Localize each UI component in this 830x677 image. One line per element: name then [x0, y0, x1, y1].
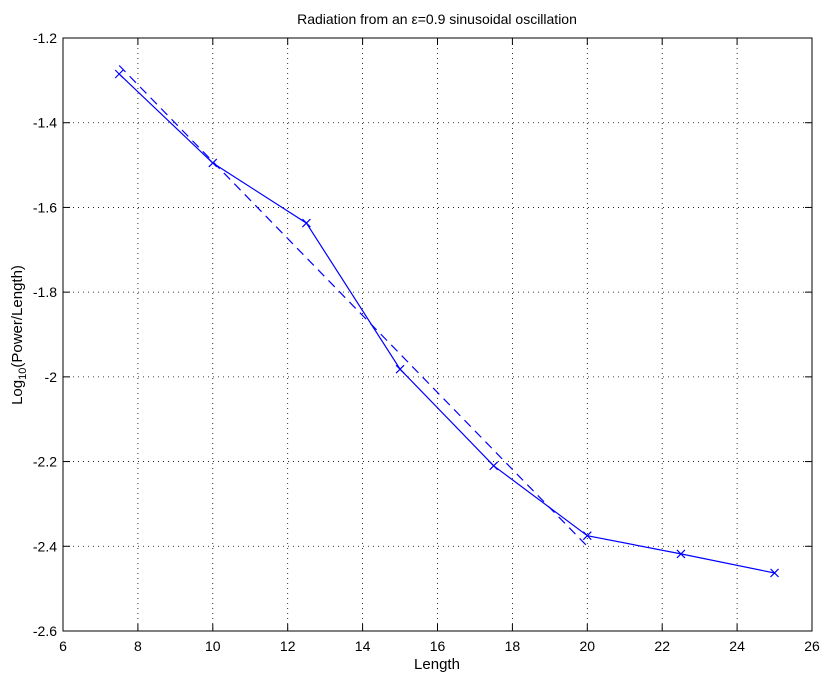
- data-point-marker: [302, 218, 311, 228]
- marker-stroke: [114, 69, 124, 79]
- y-tick-label: -1.4: [33, 115, 57, 131]
- data-point-marker: [114, 69, 124, 79]
- y-axis-title-suffix: (Power/Length): [9, 265, 26, 368]
- series-line: [118, 73, 775, 574]
- x-tick-label: 16: [430, 638, 446, 654]
- data-point-marker: [489, 461, 499, 471]
- y-tick-label: -2.4: [33, 538, 57, 554]
- marker-stroke: [582, 531, 592, 541]
- x-tick-label: 18: [505, 638, 521, 654]
- x-tick-label: 22: [654, 638, 670, 654]
- y-tick-label: -1.6: [33, 199, 57, 215]
- data-point-marker: [395, 364, 405, 374]
- x-tick-label: 6: [59, 638, 67, 654]
- y-axis-title: Log10(Power/Length): [9, 265, 29, 405]
- x-axis-title: Length: [414, 656, 460, 673]
- y-tick-label: -1.8: [33, 284, 57, 300]
- data-point-marker: [582, 531, 592, 541]
- marker-stroke: [676, 549, 686, 559]
- ticks: 6 8 10 12 14 16 18 20 22 24 26 -2.6 -2.4 -2.2 -2 -1.8 -1…: [33, 30, 820, 654]
- data-point-marker: [676, 549, 686, 559]
- y-tick-label: -1.2: [33, 30, 57, 46]
- y-axis-title-subscript: 10: [17, 368, 29, 380]
- x-tick-label: 14: [355, 638, 371, 654]
- x-tick-label: 26: [804, 638, 820, 654]
- x-tick-label: 12: [280, 638, 296, 654]
- data-point-marker: [208, 158, 218, 168]
- fit-line-dashed: [118, 65, 588, 547]
- x-tick-label: 10: [205, 638, 221, 654]
- marker-stroke: [302, 218, 311, 228]
- marker-stroke: [489, 461, 499, 471]
- series-layer: [114, 65, 779, 578]
- y-tick-label: -2.2: [33, 454, 57, 470]
- marker-stroke: [770, 568, 779, 578]
- marker-stroke: [395, 364, 405, 374]
- x-tick-label: 20: [580, 638, 596, 654]
- data-point-marker: [770, 568, 779, 578]
- y-axis-title-main: Log: [9, 380, 26, 405]
- y-tick-label: -2.6: [33, 623, 57, 639]
- x-tick-label: 8: [134, 638, 142, 654]
- chart-title: Radiation from an ε=0.9 sinusoidal oscil…: [297, 11, 577, 27]
- marker-stroke: [208, 158, 218, 168]
- y-tick-label: -2: [45, 369, 58, 385]
- x-tick-label: 24: [729, 638, 745, 654]
